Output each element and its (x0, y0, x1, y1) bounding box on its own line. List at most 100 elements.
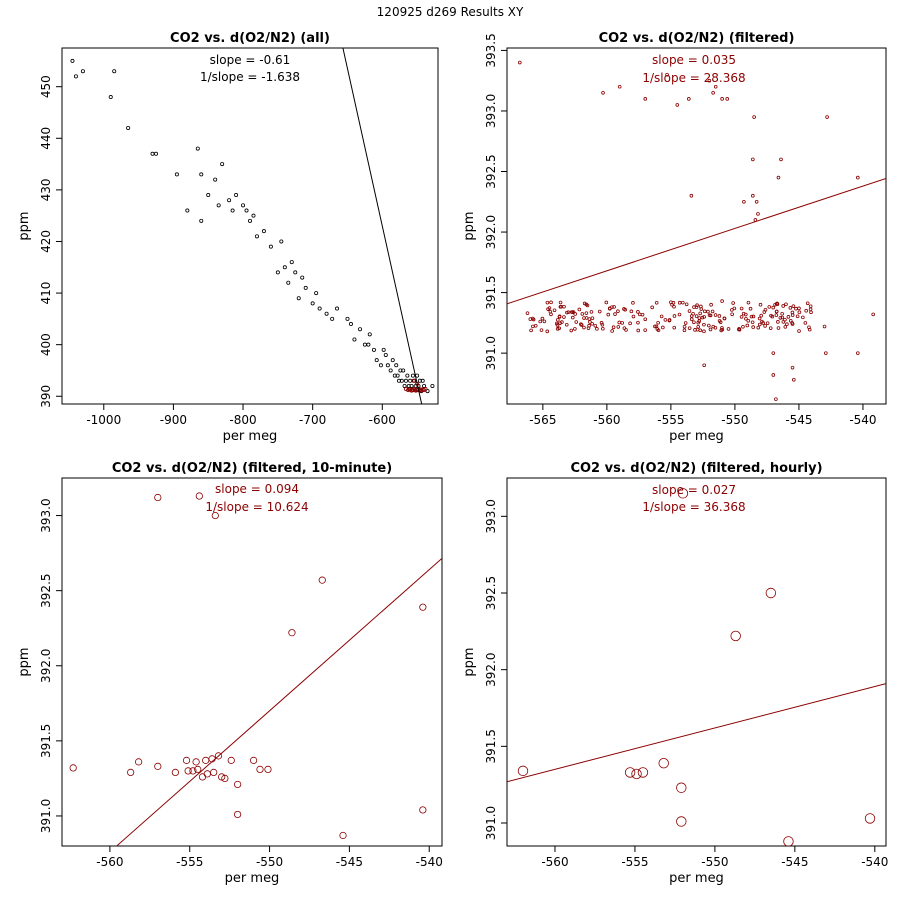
data-point (774, 309, 779, 314)
data-point (545, 300, 550, 305)
data-point (864, 813, 876, 824)
data-point (108, 95, 113, 100)
data-point (643, 317, 648, 322)
data-point (720, 97, 724, 101)
data-point (672, 314, 677, 318)
data-point (730, 630, 741, 642)
data-point (410, 373, 415, 378)
data-point (390, 358, 395, 363)
data-point (345, 316, 350, 321)
data-point (300, 275, 305, 280)
data-point (529, 328, 533, 333)
data-point (722, 316, 727, 321)
data-point (202, 756, 210, 764)
x-tick-label: -560 (96, 855, 123, 869)
data-point (579, 322, 583, 327)
y-axis-label: ppm (17, 211, 32, 240)
y-tick-label: 392.5 (484, 154, 498, 188)
data-point (597, 309, 602, 314)
data-point (797, 306, 801, 311)
data-point (580, 312, 585, 316)
data-point (403, 378, 408, 383)
x-tick-label: -560 (541, 855, 568, 869)
data-point (422, 383, 427, 388)
figure-title: 120925 d269 Results XY (377, 5, 524, 19)
data-point (665, 72, 669, 77)
data-point (785, 322, 789, 327)
data-point (637, 767, 649, 778)
data-point (628, 321, 632, 326)
y-tick-label: 391.5 (39, 724, 53, 758)
data-point (741, 324, 745, 329)
data-point (419, 806, 427, 814)
data-point (751, 325, 755, 329)
data-point (540, 316, 545, 321)
data-point (708, 313, 713, 318)
data-point (776, 320, 780, 324)
data-point (584, 311, 589, 315)
y-tick-label: 450 (39, 75, 53, 98)
data-point (790, 321, 794, 325)
data-point (737, 326, 741, 331)
data-point (871, 312, 875, 317)
data-point (746, 300, 751, 305)
panel-filtered-10-minute: CO2 vs. d(O2/N2) (filtered, 10-minute) -5… (17, 461, 443, 886)
data-point (135, 758, 143, 766)
data-point (617, 320, 622, 325)
data-point (430, 383, 435, 388)
data-point (726, 327, 731, 331)
data-point (780, 311, 784, 316)
data-point (221, 774, 229, 783)
data-point (411, 378, 416, 383)
data-point (788, 306, 793, 310)
data-point (672, 304, 676, 309)
data-point (631, 768, 642, 780)
x-axis-label: per meg (669, 429, 724, 444)
data-point (417, 378, 422, 383)
data-point (249, 756, 258, 764)
data-point (192, 758, 200, 766)
data-point (682, 324, 687, 329)
plot-frame (61, 47, 439, 405)
data-point (607, 306, 612, 311)
data-point (184, 767, 192, 775)
data-point (689, 193, 694, 198)
data-point (288, 629, 296, 637)
data-point (767, 305, 772, 309)
y-tick-label: 391.0 (39, 799, 53, 833)
slope-annotation: slope = 0.035 (652, 53, 736, 67)
data-point (742, 199, 746, 204)
data-point (153, 151, 158, 156)
data-point (206, 193, 211, 198)
data-point (362, 342, 367, 347)
data-point (783, 317, 787, 322)
x-tick-label: -540 (849, 413, 876, 427)
y-tick-label: 391.0 (484, 806, 498, 840)
data-point (770, 314, 775, 319)
data-point (636, 310, 640, 314)
data-point (358, 327, 363, 332)
x-tick-label: -540 (861, 855, 888, 869)
data-point (518, 60, 522, 65)
data-point (367, 332, 372, 337)
data-point (693, 328, 697, 332)
y-tick-label: 392.0 (484, 215, 498, 249)
x-tick-label: -545 (336, 855, 363, 869)
data-point (774, 302, 779, 306)
y-tick-label: 430 (39, 178, 53, 201)
x-tick-label: -1000 (86, 413, 121, 427)
data-point (247, 218, 252, 223)
data-point (582, 325, 586, 330)
panel-filtered-hourly: CO2 vs. d(O2/N2) (filtered, hourly) -560 -… (462, 461, 888, 886)
data-point (677, 488, 689, 499)
data-point (661, 325, 665, 330)
slope-annotation: slope = -0.61 (210, 53, 291, 67)
data-point (707, 323, 711, 328)
data-point (771, 305, 776, 310)
data-point (687, 309, 692, 313)
data-point (805, 301, 810, 306)
data-point (210, 768, 218, 777)
data-point (558, 305, 563, 309)
data-point (698, 311, 702, 316)
y-tick-label: 440 (39, 127, 53, 150)
